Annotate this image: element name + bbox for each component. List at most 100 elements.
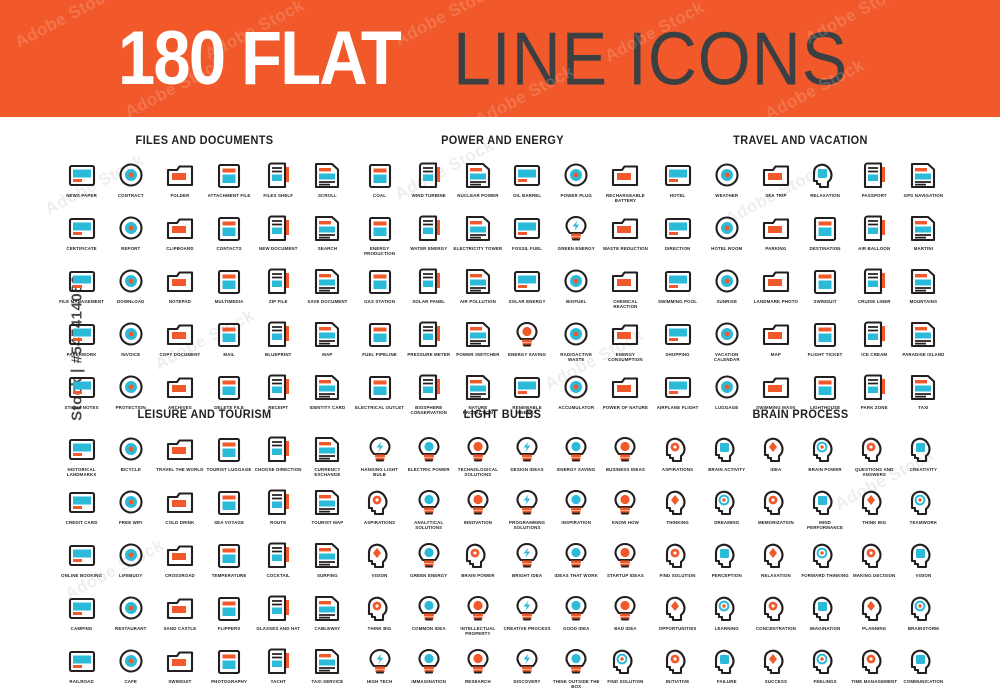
- icon-cell[interactable]: PLANNING: [850, 591, 899, 640]
- icon-cell[interactable]: PERCEPTION: [702, 538, 751, 587]
- icon-cell[interactable]: VISION: [355, 538, 404, 587]
- icon-cell[interactable]: OPPORTUNITIES: [653, 591, 702, 640]
- icon-cell[interactable]: RAILROAD: [57, 644, 106, 693]
- icon-cell[interactable]: ELECTRICAL OUTLET: [355, 370, 404, 419]
- icon-cell[interactable]: DREAMING: [702, 485, 751, 534]
- icon-cell[interactable]: RECEIPT: [254, 370, 303, 419]
- icon-cell[interactable]: NUCLEAR POWER: [453, 158, 502, 207]
- icon-cell[interactable]: CHEMICAL REACTION: [601, 264, 650, 313]
- icon-cell[interactable]: PARADISE ISLAND: [899, 317, 948, 366]
- icon-cell[interactable]: LANDMARK PHOTO: [751, 264, 800, 313]
- icon-cell[interactable]: BRAIN ACTIVITY: [702, 432, 751, 481]
- icon-cell[interactable]: COMMON IDEA: [404, 591, 453, 640]
- icon-cell[interactable]: WASTE REDUCTION: [601, 211, 650, 260]
- icon-cell[interactable]: CONTRACT: [106, 158, 155, 207]
- icon-cell[interactable]: BUSINESS IDEAS: [601, 432, 650, 481]
- icon-cell[interactable]: INITIATIVE: [653, 644, 702, 693]
- icon-cell[interactable]: GREEN ENERGY: [404, 538, 453, 587]
- icon-cell[interactable]: SEA VOYAGE: [205, 485, 254, 534]
- icon-cell[interactable]: HOTEL ROOM: [702, 211, 751, 260]
- icon-cell[interactable]: RELAXATION: [751, 538, 800, 587]
- icon-cell[interactable]: TIME MANAGEMENT: [850, 644, 899, 693]
- icon-cell[interactable]: YACHT: [254, 644, 303, 693]
- icon-cell[interactable]: MAIL: [205, 317, 254, 366]
- icon-cell[interactable]: THINK BIG: [355, 591, 404, 640]
- icon-cell[interactable]: FIND SOLUTION: [601, 644, 650, 693]
- icon-cell[interactable]: SUNRISE: [702, 264, 751, 313]
- icon-cell[interactable]: MOUNTAINS: [899, 264, 948, 313]
- icon-cell[interactable]: TOURIST LUGGAGE: [205, 432, 254, 481]
- icon-cell[interactable]: DELETE FILE: [205, 370, 254, 419]
- icon-cell[interactable]: POWER OF NATURE: [601, 370, 650, 419]
- icon-cell[interactable]: CAMPING: [57, 591, 106, 640]
- icon-cell[interactable]: RADIOACTIVE WASTE: [552, 317, 601, 366]
- icon-cell[interactable]: FAILURE: [702, 644, 751, 693]
- icon-cell[interactable]: NOTEPAD: [155, 264, 204, 313]
- icon-cell[interactable]: ICE CREAM: [850, 317, 899, 366]
- icon-cell[interactable]: TAXI SERVICE: [303, 644, 352, 693]
- icon-cell[interactable]: ENERGY CONSUMPTION: [601, 317, 650, 366]
- icon-cell[interactable]: THINKING: [653, 485, 702, 534]
- icon-cell[interactable]: FLIPPERS: [205, 591, 254, 640]
- icon-cell[interactable]: AIR POLLUTION: [453, 264, 502, 313]
- icon-cell[interactable]: ENERGY SAVING: [552, 432, 601, 481]
- icon-cell[interactable]: SOLAR ENERGY: [503, 264, 552, 313]
- icon-cell[interactable]: VISION: [899, 538, 948, 587]
- icon-cell[interactable]: CAFE: [106, 644, 155, 693]
- icon-cell[interactable]: KNOW HOW: [601, 485, 650, 534]
- icon-cell[interactable]: IDENTITY CARD: [303, 370, 352, 419]
- icon-cell[interactable]: MARTINI: [899, 211, 948, 260]
- icon-cell[interactable]: DIRECTION: [653, 211, 702, 260]
- icon-cell[interactable]: AIR BALLOON: [850, 211, 899, 260]
- icon-cell[interactable]: SURFING: [303, 538, 352, 587]
- icon-cell[interactable]: BRAIN POWER: [453, 538, 502, 587]
- icon-cell[interactable]: SAND CASTLE: [155, 591, 204, 640]
- icon-cell[interactable]: PARK ZONE: [850, 370, 899, 419]
- icon-cell[interactable]: MAKING DECISION: [850, 538, 899, 587]
- icon-cell[interactable]: BAD IDEA: [601, 591, 650, 640]
- icon-cell[interactable]: NATURE PROTECTION: [453, 370, 502, 419]
- icon-cell[interactable]: SAVE DOCUMENT: [303, 264, 352, 313]
- icon-cell[interactable]: GPS NAVIGATION: [899, 158, 948, 207]
- icon-cell[interactable]: BLUEPRINT: [254, 317, 303, 366]
- icon-cell[interactable]: SEA TRIP: [751, 158, 800, 207]
- icon-cell[interactable]: BIOFUEL: [552, 264, 601, 313]
- icon-cell[interactable]: TAXI: [899, 370, 948, 419]
- icon-cell[interactable]: LEARNING: [702, 591, 751, 640]
- icon-cell[interactable]: HIGH TECH: [355, 644, 404, 693]
- icon-cell[interactable]: WATER ENERGY: [404, 211, 453, 260]
- icon-cell[interactable]: HANGING LIGHT BULB: [355, 432, 404, 481]
- icon-cell[interactable]: CRUISE LINER: [850, 264, 899, 313]
- icon-cell[interactable]: COCKTAIL: [254, 538, 303, 587]
- icon-cell[interactable]: OIL BARREL: [503, 158, 552, 207]
- icon-cell[interactable]: HISTORICAL LANDMARKS: [57, 432, 106, 481]
- icon-cell[interactable]: SWIMMING POOL: [653, 264, 702, 313]
- icon-cell[interactable]: STARTUP IDEAS: [601, 538, 650, 587]
- icon-cell[interactable]: TRAVEL THE WORLD: [155, 432, 204, 481]
- icon-cell[interactable]: CURRENCY EXCHANGE: [303, 432, 352, 481]
- icon-cell[interactable]: PROTECTION: [106, 370, 155, 419]
- icon-cell[interactable]: RELAXATION: [801, 158, 850, 207]
- icon-cell[interactable]: ELECTRICITY TOWER: [453, 211, 502, 260]
- icon-cell[interactable]: MAP: [303, 317, 352, 366]
- icon-cell[interactable]: THINK OUTSIDE THE BOX: [552, 644, 601, 693]
- icon-cell[interactable]: ANALYTICAL SOLUTIONS: [404, 485, 453, 534]
- icon-cell[interactable]: ARCHIVES: [155, 370, 204, 419]
- icon-cell[interactable]: CROSSROAD: [155, 538, 204, 587]
- icon-cell[interactable]: NEW DOCUMENT: [254, 211, 303, 260]
- icon-cell[interactable]: IMMAGINATION: [404, 644, 453, 693]
- icon-cell[interactable]: PROGRAMMING SOLUTIONS: [503, 485, 552, 534]
- icon-cell[interactable]: SHOPPING: [653, 317, 702, 366]
- icon-cell[interactable]: ASPIRATIONS: [355, 485, 404, 534]
- icon-cell[interactable]: FOSSIL FUEL: [503, 211, 552, 260]
- icon-cell[interactable]: CONTACTS: [205, 211, 254, 260]
- icon-cell[interactable]: IDEA: [751, 432, 800, 481]
- icon-cell[interactable]: LIGHTHOUSE: [801, 370, 850, 419]
- icon-cell[interactable]: TOURIST MAP: [303, 485, 352, 534]
- icon-cell[interactable]: DISCOVERY: [503, 644, 552, 693]
- icon-cell[interactable]: ENERGY PRODUCTION: [355, 211, 404, 260]
- icon-cell[interactable]: INTELLECTUAL PROPERTY: [453, 591, 502, 640]
- icon-cell[interactable]: BICYCLE: [106, 432, 155, 481]
- icon-cell[interactable]: FIND SOLUTION: [653, 538, 702, 587]
- icon-cell[interactable]: IDEAS THAT WORK: [552, 538, 601, 587]
